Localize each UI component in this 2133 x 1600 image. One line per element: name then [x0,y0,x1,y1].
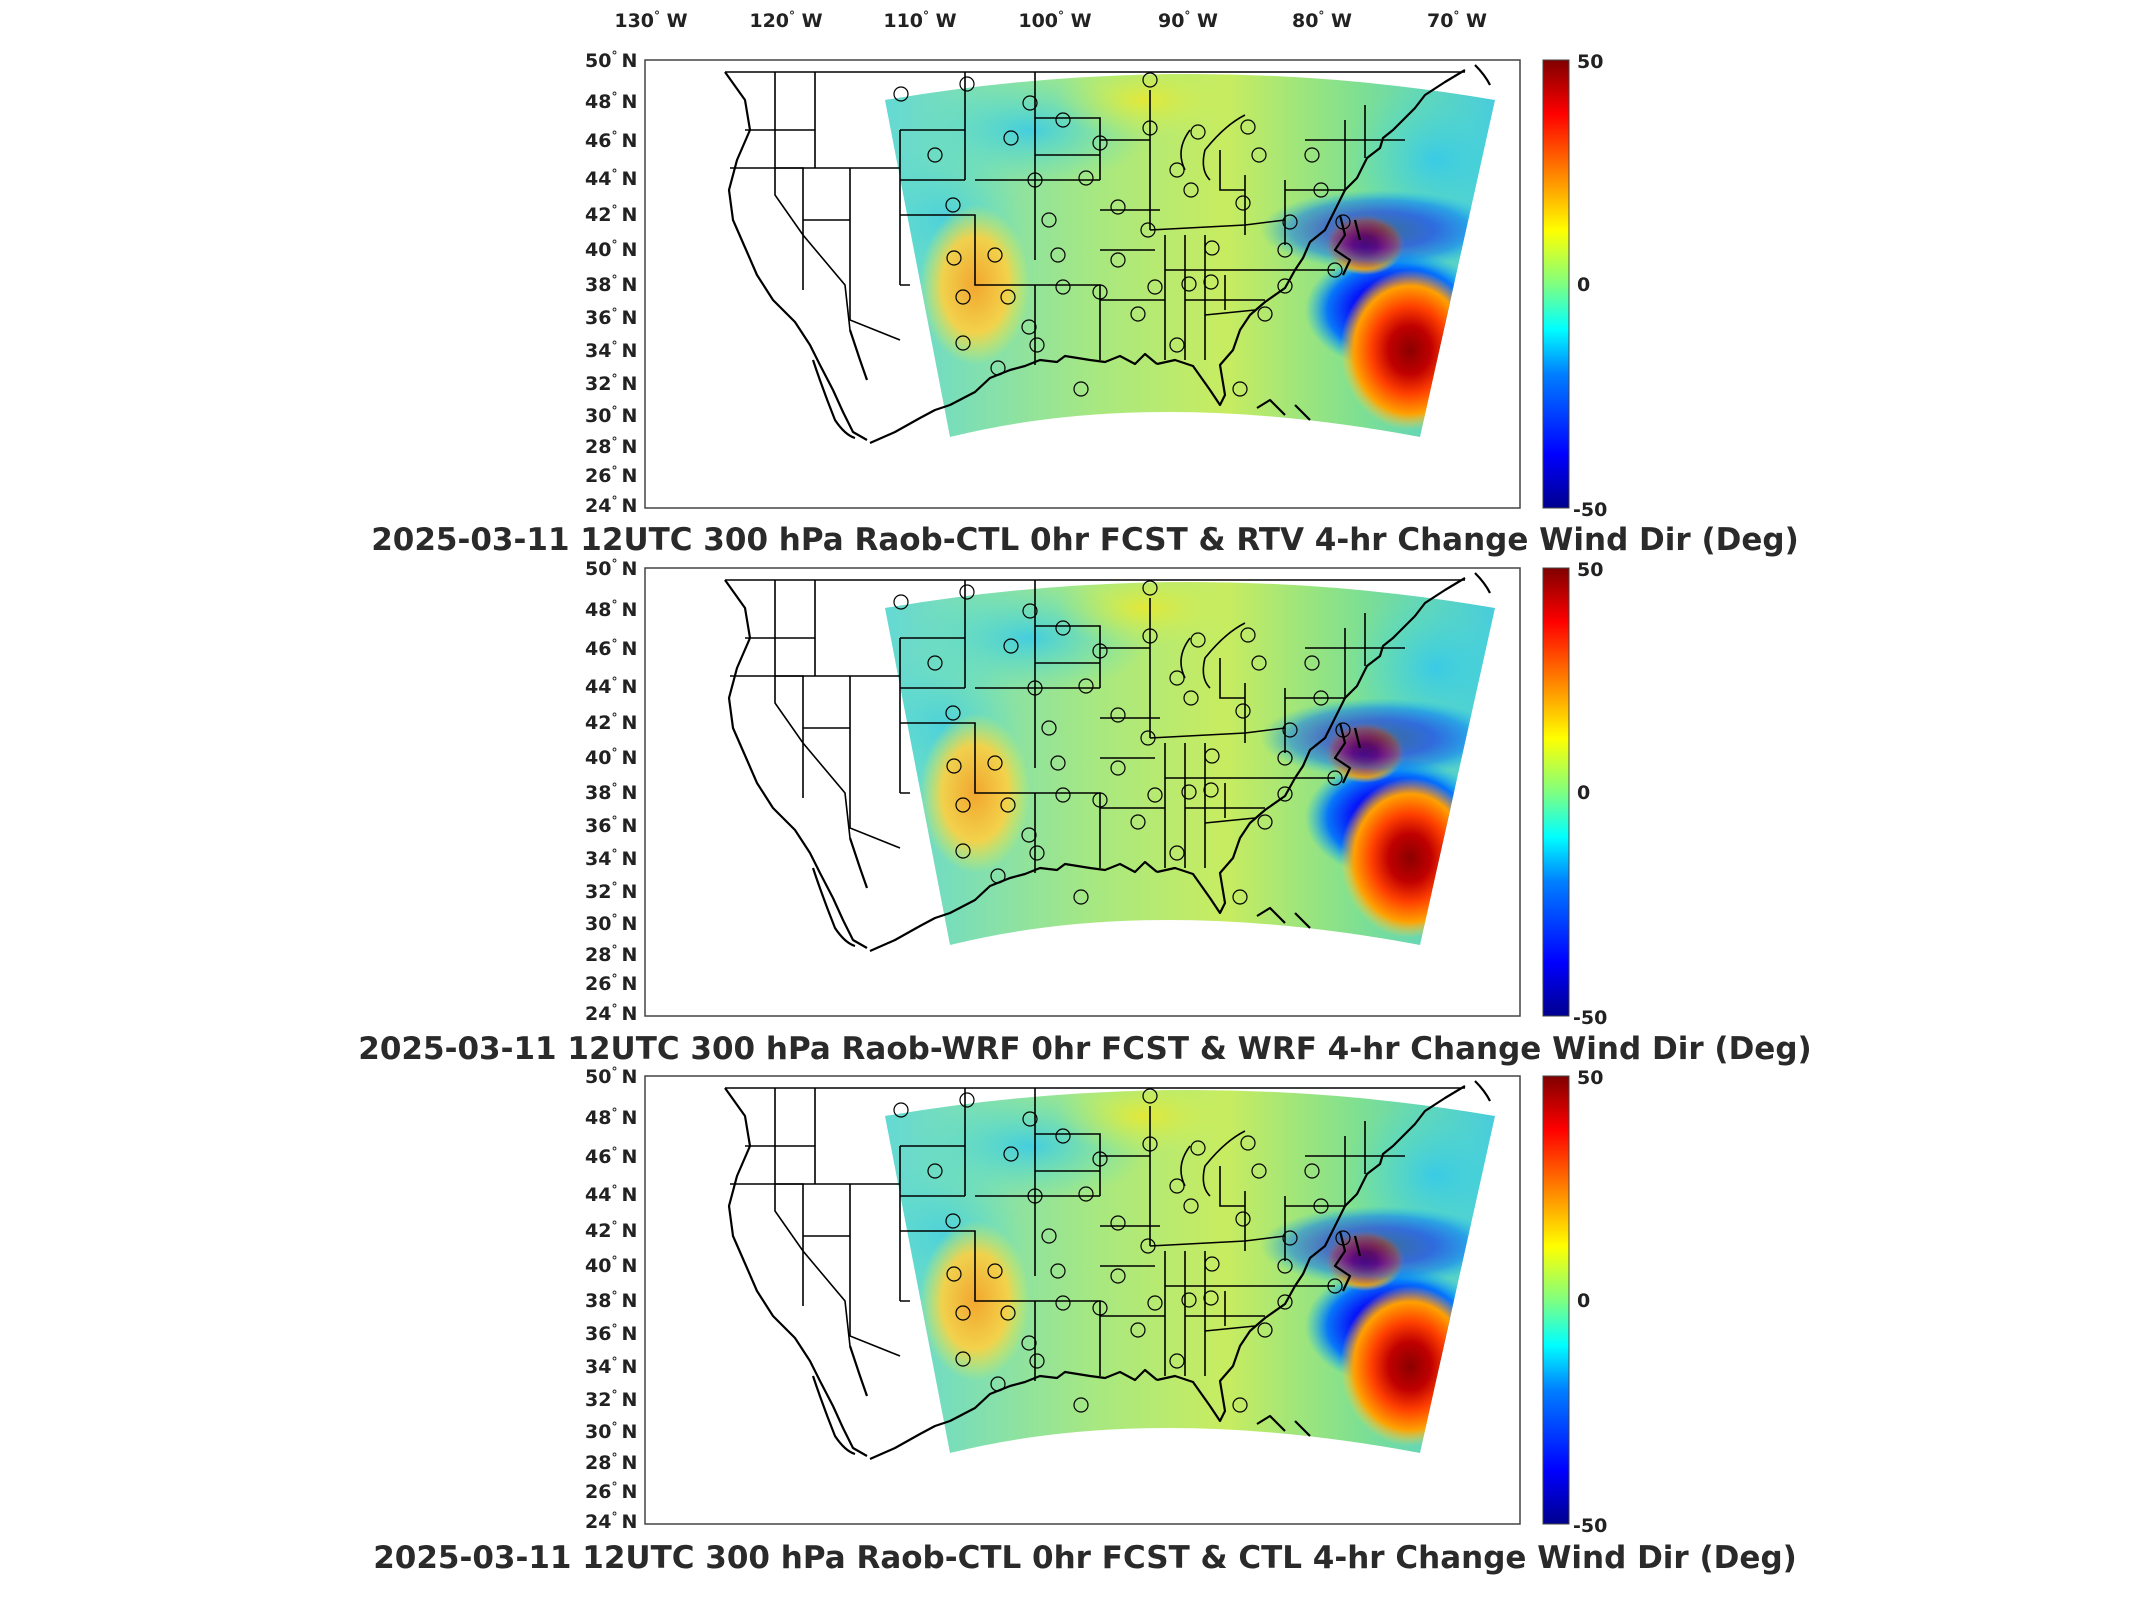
lat-tick-label: 44° N [585,1183,637,1206]
lat-axis-panel-3: 50° N 48° N 46° N 44° N 42° N 40° N 38° N 36° N … [585,1065,637,1533]
lat-tick-label: 40° N [585,1254,637,1277]
lat-tick-label: 38° N [585,781,637,804]
colorbar-panel-3: 50 0 -50 [1542,1067,1607,1537]
lon-tick-label: 70° W [1427,9,1487,32]
colorbar-panel-1: 50 0 -50 [1542,51,1607,521]
colorbar-max-label: 50 [1577,51,1603,73]
map-panel-1 [644,60,1525,509]
lat-tick-label: 28° N [585,943,637,966]
lat-tick-label: 30° N [585,404,637,427]
lat-tick-label: 36° N [585,306,637,329]
colorbar-mid-label: 0 [1577,1290,1590,1312]
lon-tick-label: 120° W [749,9,822,32]
lon-tick-label: 80° W [1292,9,1352,32]
lat-tick-label: 50° N [585,49,637,72]
longitude-axis: 130° W 120° W 110° W 100° W 90° W 80° W … [614,9,1487,32]
lon-tick-label: 110° W [883,9,956,32]
lat-tick-label: 44° N [585,167,637,190]
lat-tick-label: 34° N [585,339,637,362]
colorbar-max-label: 50 [1577,1067,1603,1089]
lat-tick-label: 44° N [585,675,637,698]
lat-tick-label: 30° N [585,912,637,935]
map-panel-2 [644,568,1525,1017]
lat-axis-panel-2: 50° N 48° N 46° N 44° N 42° N 40° N 38° N 36° N … [585,557,637,1025]
lat-tick-label: 40° N [585,238,637,261]
colorbar-gradient [1542,59,1570,509]
colorbar-panel-2: 50 0 -50 [1542,559,1607,1029]
lat-tick-label: 42° N [585,711,637,734]
colorbar-gradient [1542,1075,1570,1525]
lat-tick-label: 36° N [585,1322,637,1345]
lat-tick-label: 30° N [585,1420,637,1443]
lat-tick-label: 28° N [585,435,637,458]
lat-tick-label: 42° N [585,203,637,226]
lat-tick-label: 24° N [585,494,637,517]
lat-tick-label: 34° N [585,1355,637,1378]
panel-3-title: 2025-03-11 12UTC 300 hPa Raob-CTL 0hr FC… [373,1540,1797,1576]
map-panel-3 [644,1076,1525,1525]
lat-tick-label: 50° N [585,557,637,580]
lat-tick-label: 24° N [585,1002,637,1025]
lat-tick-label: 38° N [585,1289,637,1312]
lat-tick-label: 34° N [585,847,637,870]
lat-tick-label: 36° N [585,814,637,837]
lon-tick-label: 100° W [1018,9,1091,32]
lat-tick-label: 40° N [585,746,637,769]
lat-tick-label: 32° N [585,372,637,395]
colorbar-mid-label: 0 [1577,274,1590,296]
colorbar-min-label: -50 [1573,1515,1607,1537]
panel-2-title: 2025-03-11 12UTC 300 hPa Raob-WRF 0hr FC… [358,1031,1811,1067]
lat-tick-label: 32° N [585,1388,637,1411]
lon-tick-label: 90° W [1158,9,1218,32]
lat-tick-label: 46° N [585,637,637,660]
colorbar-min-label: -50 [1573,1007,1607,1029]
lat-tick-label: 32° N [585,880,637,903]
lat-tick-label: 50° N [585,1065,637,1088]
colorbar-mid-label: 0 [1577,782,1590,804]
lat-tick-label: 26° N [585,1480,637,1503]
lat-tick-label: 48° N [585,1106,637,1129]
lat-tick-label: 46° N [585,1145,637,1168]
colorbar-max-label: 50 [1577,559,1603,581]
lat-tick-label: 26° N [585,972,637,995]
lat-tick-label: 42° N [585,1219,637,1242]
lon-tick-label: 130° W [614,9,687,32]
lat-tick-label: 24° N [585,1510,637,1533]
colorbar-gradient [1542,567,1570,1017]
lat-tick-label: 26° N [585,464,637,487]
lat-tick-label: 38° N [585,273,637,296]
lat-tick-label: 48° N [585,90,637,113]
colorbar-min-label: -50 [1573,499,1607,521]
lat-tick-label: 46° N [585,129,637,152]
lat-axis-panel-1: 50° N 48° N 46° N 44° N 42° N 40° N 38° N 36° N … [585,49,637,517]
lat-tick-label: 28° N [585,1451,637,1474]
lat-tick-label: 48° N [585,598,637,621]
panel-1-title: 2025-03-11 12UTC 300 hPa Raob-CTL 0hr FC… [371,522,1799,558]
